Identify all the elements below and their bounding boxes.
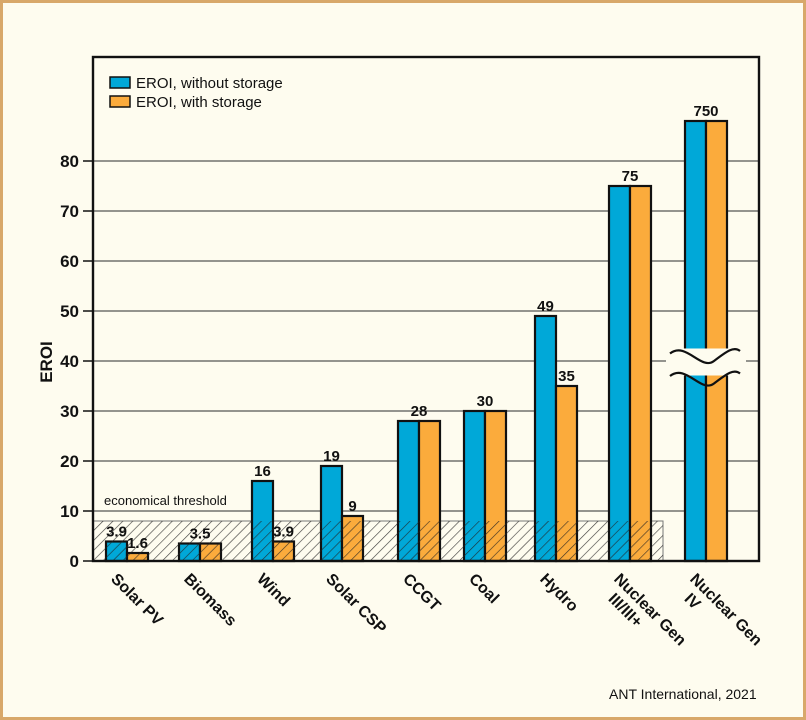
y-tick-label: 60 [60,252,79,271]
x-tick-label-line: CCGT [399,571,443,615]
x-tick-label-line: Wind [253,571,293,611]
x-tick-label: Solar CSP [322,571,389,638]
y-tick-label: 0 [70,552,79,571]
data-label: 750 [693,103,718,120]
x-tick-label: CCGT [399,571,443,615]
data-label: 3.5 [190,526,211,543]
source-annotation: ANT International, 2021 [609,686,757,702]
y-axis-label: EROI [37,341,56,383]
data-label: 16 [254,463,271,480]
plot-frame [91,55,761,563]
data-label: 30 [477,393,494,410]
x-tick-label: Biomass [180,571,239,630]
x-tick-label-line: Solar CSP [322,571,389,638]
x-tick-label-line: Nuclear Gen [686,571,765,650]
data-label: 1.6 [127,535,148,552]
threshold-label: economical threshold [104,493,227,508]
threshold-hatch-overlay [93,521,663,561]
y-tick-label: 70 [60,202,79,221]
y-tick-label: 20 [60,452,79,471]
y-tick-label: 10 [60,502,79,521]
y-tick-label: 50 [60,302,79,321]
x-tick-label: Solar PV [107,571,166,630]
y-tick-label: 80 [60,152,79,171]
bar-without-storage [607,184,632,563]
data-label: 28 [411,403,428,420]
axes [83,55,761,563]
data-label: 49 [537,298,554,315]
data-label: 19 [323,448,340,465]
x-tick-label-line: Coal [465,571,502,608]
data-label: 3.9 [106,524,127,541]
legend-label-with-storage: EROI, with storage [136,94,262,111]
y-tick-labels: 0 10 20 30 40 50 60 70 80 [60,152,79,571]
bar-with-storage [704,119,729,563]
data-label: 3.9 [273,524,294,541]
bar-with-storage [628,184,653,563]
axis-break-line-top [669,347,741,365]
legend: EROI, without storage EROI, with storage [109,75,283,111]
axis-break [666,347,746,387]
x-tick-label: Wind [253,571,293,611]
x-tick-label: Coal [465,571,502,608]
axis-break-line-bottom [669,370,741,387]
x-tick-labels: Solar PV Biomass Wind Solar CSP CCGT Coal Hydr… [107,571,765,650]
threshold-hatch [93,521,663,561]
x-tick-label-line: Biomass [180,571,239,630]
bar-without-storage [683,119,708,563]
legend-label-without-storage: EROI, without storage [136,75,283,92]
y-tick-label: 30 [60,402,79,421]
data-label: 75 [622,168,639,185]
legend-swatch-without-storage [109,76,131,89]
legend-swatch-with-storage [109,95,131,108]
data-label: 35 [558,368,575,385]
y-tick-label: 40 [60,352,79,371]
x-tick-label: Hydro [536,571,581,616]
x-tick-label-line: Solar PV [107,571,166,630]
data-label: 9 [348,498,356,515]
x-tick-label-line: Hydro [536,571,581,616]
